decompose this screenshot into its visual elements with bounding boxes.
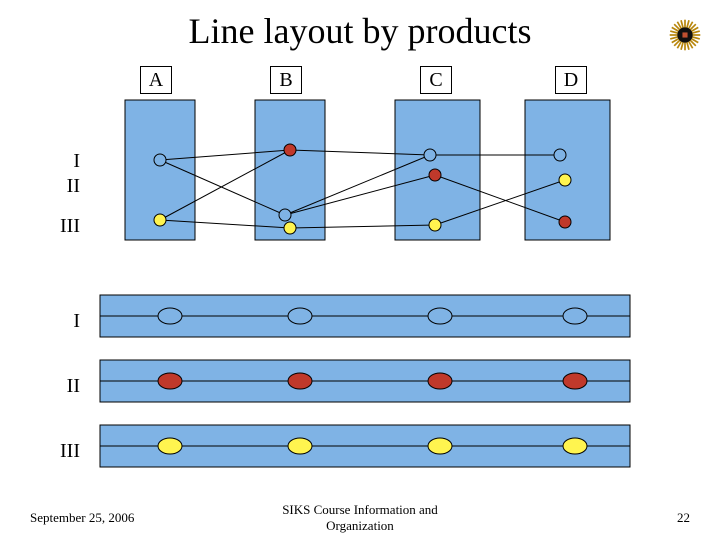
top-row-label-ii: II	[40, 175, 80, 198]
diagram-canvas	[0, 0, 720, 540]
sun-logo-icon	[668, 18, 702, 52]
bottom-row-label-ii: II	[40, 375, 80, 398]
column-label-d: D	[555, 66, 587, 94]
bottom-row-label-i: I	[40, 310, 80, 333]
top-row-label-i: I	[40, 150, 80, 173]
footer-page-number: 22	[677, 510, 690, 526]
column-label-a: A	[140, 66, 172, 94]
column-label-b: B	[270, 66, 302, 94]
bottom-row-label-iii: III	[40, 440, 80, 463]
page-title: Line layout by products	[0, 10, 720, 52]
footer-center: SIKS Course Information and Organization	[0, 502, 720, 534]
top-row-label-iii: III	[40, 215, 80, 238]
column-label-c: C	[420, 66, 452, 94]
